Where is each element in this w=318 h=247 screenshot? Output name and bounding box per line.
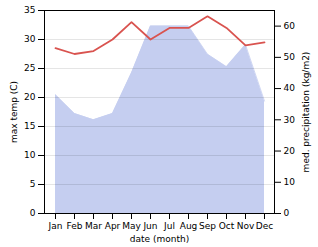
svg-text:20: 20 [24, 92, 36, 102]
svg-text:25: 25 [24, 63, 35, 73]
svg-text:med. precipitation (kg/m2): med. precipitation (kg/m2) [301, 52, 311, 173]
svg-text:30: 30 [24, 34, 36, 44]
svg-text:Dec: Dec [256, 221, 273, 231]
svg-text:Mar: Mar [85, 221, 102, 231]
svg-text:Feb: Feb [67, 221, 83, 231]
svg-text:10: 10 [24, 150, 36, 160]
svg-text:Jul: Jul [163, 221, 175, 231]
svg-text:Apr: Apr [105, 221, 121, 231]
svg-text:5: 5 [30, 179, 36, 189]
svg-text:20: 20 [284, 146, 296, 156]
svg-text:max temp (C): max temp (C) [9, 81, 19, 143]
svg-text:10: 10 [284, 177, 296, 187]
svg-text:30: 30 [284, 115, 296, 125]
svg-text:15: 15 [24, 121, 35, 131]
svg-text:Sep: Sep [199, 221, 216, 231]
svg-text:60: 60 [284, 21, 296, 31]
svg-text:date (month): date (month) [130, 234, 189, 244]
svg-text:Jun: Jun [142, 221, 157, 231]
svg-text:40: 40 [284, 83, 296, 93]
svg-text:May: May [122, 221, 141, 231]
svg-text:Aug: Aug [180, 221, 198, 231]
svg-text:0: 0 [284, 208, 290, 218]
svg-text:Nov: Nov [237, 221, 255, 231]
svg-text:50: 50 [284, 52, 296, 62]
svg-text:0: 0 [30, 208, 36, 218]
svg-text:35: 35 [24, 5, 35, 15]
svg-text:Oct: Oct [219, 221, 235, 231]
svg-text:Jan: Jan [48, 221, 63, 231]
